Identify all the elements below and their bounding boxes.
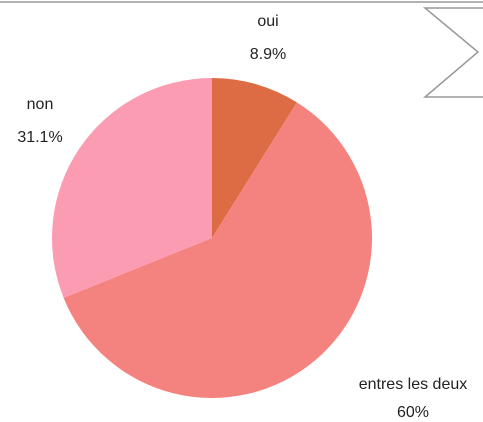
slice-label: non [27, 96, 54, 113]
slice-value-label: 31.1% [17, 129, 62, 146]
chevron-icon [422, 7, 483, 98]
pie-slice [212, 78, 297, 238]
pie-slice [52, 78, 213, 298]
slice-label: entres les deux [359, 376, 468, 393]
pie-slice [63, 102, 373, 399]
slice-label: oui [257, 13, 278, 30]
slice-value-label: 8.9% [250, 46, 286, 63]
slice-value-label: 60% [397, 404, 429, 421]
